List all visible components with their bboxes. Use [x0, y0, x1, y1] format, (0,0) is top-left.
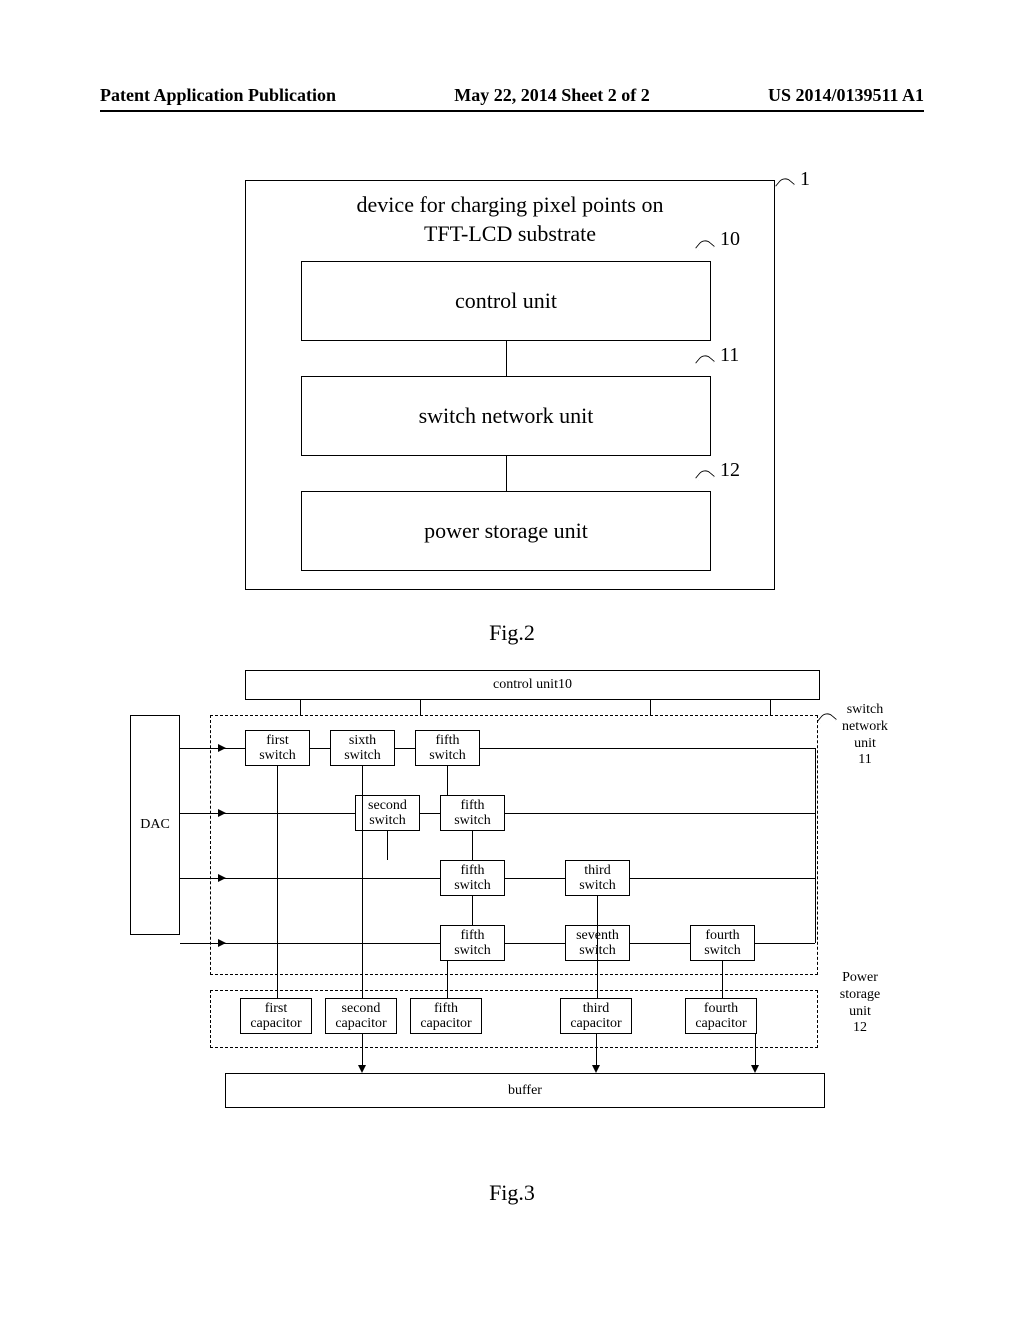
fig3-buffer-label: buffer [508, 1083, 542, 1098]
fig3-caption: Fig.3 [0, 1180, 1024, 1206]
r1h1 [310, 748, 330, 749]
fig3-switch-hook [817, 710, 837, 730]
fig3-control-unit-label: control unit10 [493, 677, 572, 692]
fig3-switch-unit-label: switch network unit 11 [835, 702, 895, 769]
fig2-power-storage-label: power storage unit [424, 518, 588, 544]
cap-buf2 [596, 1034, 597, 1069]
v-fifth-a [447, 766, 448, 795]
dac-a2 [218, 809, 226, 817]
fig3-power-unit-label: Power storage unit 12 [830, 970, 890, 1037]
ctrl-v3 [650, 700, 651, 715]
v-cap1 [277, 766, 278, 998]
dac-a4 [218, 939, 226, 947]
fig2-control-unit-label: control unit [455, 288, 557, 314]
page: Patent Application Publication May 22, 2… [0, 0, 1024, 1320]
v-fifth-c [472, 896, 473, 925]
bus-v [815, 748, 816, 943]
header-right: US 2014/0139511 A1 [768, 85, 924, 106]
fig2-ref-10: 10 [720, 228, 740, 251]
ctrl-v4 [770, 700, 771, 715]
v-fifth-d [447, 961, 448, 998]
r1h3 [480, 748, 815, 749]
fig2-ref-12: 12 [720, 459, 740, 482]
dac-a3 [218, 874, 226, 882]
v-cap4 [722, 961, 723, 998]
fig2-outer-box: device for charging pixel points on TFT-… [245, 180, 775, 590]
header-left: Patent Application Publication [100, 85, 336, 106]
fig2-device-title: device for charging pixel points on TFT-… [246, 191, 774, 248]
fig2-ref-1: 1 [800, 168, 810, 191]
fig2-conn-2 [506, 456, 507, 491]
cap-first: first capacitor [240, 998, 312, 1034]
fig3-buffer: buffer [225, 1073, 825, 1108]
fig3-control-unit: control unit10 [245, 670, 820, 700]
r4-fourth-switch: fourth switch [690, 925, 755, 961]
fig2-caption: Fig.2 [0, 620, 1024, 646]
cap-third: third capacitor [560, 998, 632, 1034]
fig2-title-line1: device for charging pixel points on [357, 192, 664, 217]
cap-buf1-a [358, 1065, 366, 1073]
fig2-ref1-hook [775, 175, 795, 195]
v-cap2 [362, 766, 363, 998]
fig2-switch-network-unit: switch network unit [301, 376, 711, 456]
r3h1 [505, 878, 565, 879]
r1h2 [395, 748, 415, 749]
r3h2 [630, 878, 815, 879]
v-second [387, 831, 388, 860]
v-fifth-b [472, 831, 473, 860]
fig2-power-storage-unit: power storage unit [301, 491, 711, 571]
cap-buf3 [755, 1034, 756, 1069]
ctrl-v1 [300, 700, 301, 715]
fig2-ref-11: 11 [720, 344, 739, 367]
page-header: Patent Application Publication May 22, 2… [100, 85, 924, 112]
cap-fifth: fifth capacitor [410, 998, 482, 1034]
cap-second: second capacitor [325, 998, 397, 1034]
r4h2 [630, 943, 690, 944]
ctrl-v2 [420, 700, 421, 715]
r4-fifth-switch: fifth switch [440, 925, 505, 961]
r3-third-switch: third switch [565, 860, 630, 896]
r2h1 [420, 813, 440, 814]
r1-fifth-switch: fifth switch [415, 730, 480, 766]
r1-sixth-switch: sixth switch [330, 730, 395, 766]
dac-a1 [218, 744, 226, 752]
fig2-control-unit: control unit [301, 261, 711, 341]
r4h3 [755, 943, 815, 944]
cap-fourth: fourth capacitor [685, 998, 757, 1034]
cap-buf3-a [751, 1065, 759, 1073]
cap-buf2-a [592, 1065, 600, 1073]
dac-h2 [180, 813, 355, 814]
r1-first-switch: first switch [245, 730, 310, 766]
v-cap3 [597, 896, 598, 998]
r2-second-switch: second switch [355, 795, 420, 831]
fig2-switch-network-label: switch network unit [419, 403, 594, 429]
fig2-title-line2: TFT-LCD substrate [424, 221, 596, 246]
header-center: May 22, 2014 Sheet 2 of 2 [454, 85, 649, 106]
fig3-dac-label: DAC [140, 817, 170, 832]
fig2-conn-1 [506, 341, 507, 376]
r4h1 [505, 943, 565, 944]
r2-fifth-switch: fifth switch [440, 795, 505, 831]
r2h2 [505, 813, 815, 814]
dac-h1 [180, 748, 245, 749]
cap-buf1 [362, 1034, 363, 1069]
fig3-dac: DAC [130, 715, 180, 935]
fig3-container: control unit10 DAC switch network unit 1… [130, 670, 900, 1210]
r3-fifth-switch: fifth switch [440, 860, 505, 896]
